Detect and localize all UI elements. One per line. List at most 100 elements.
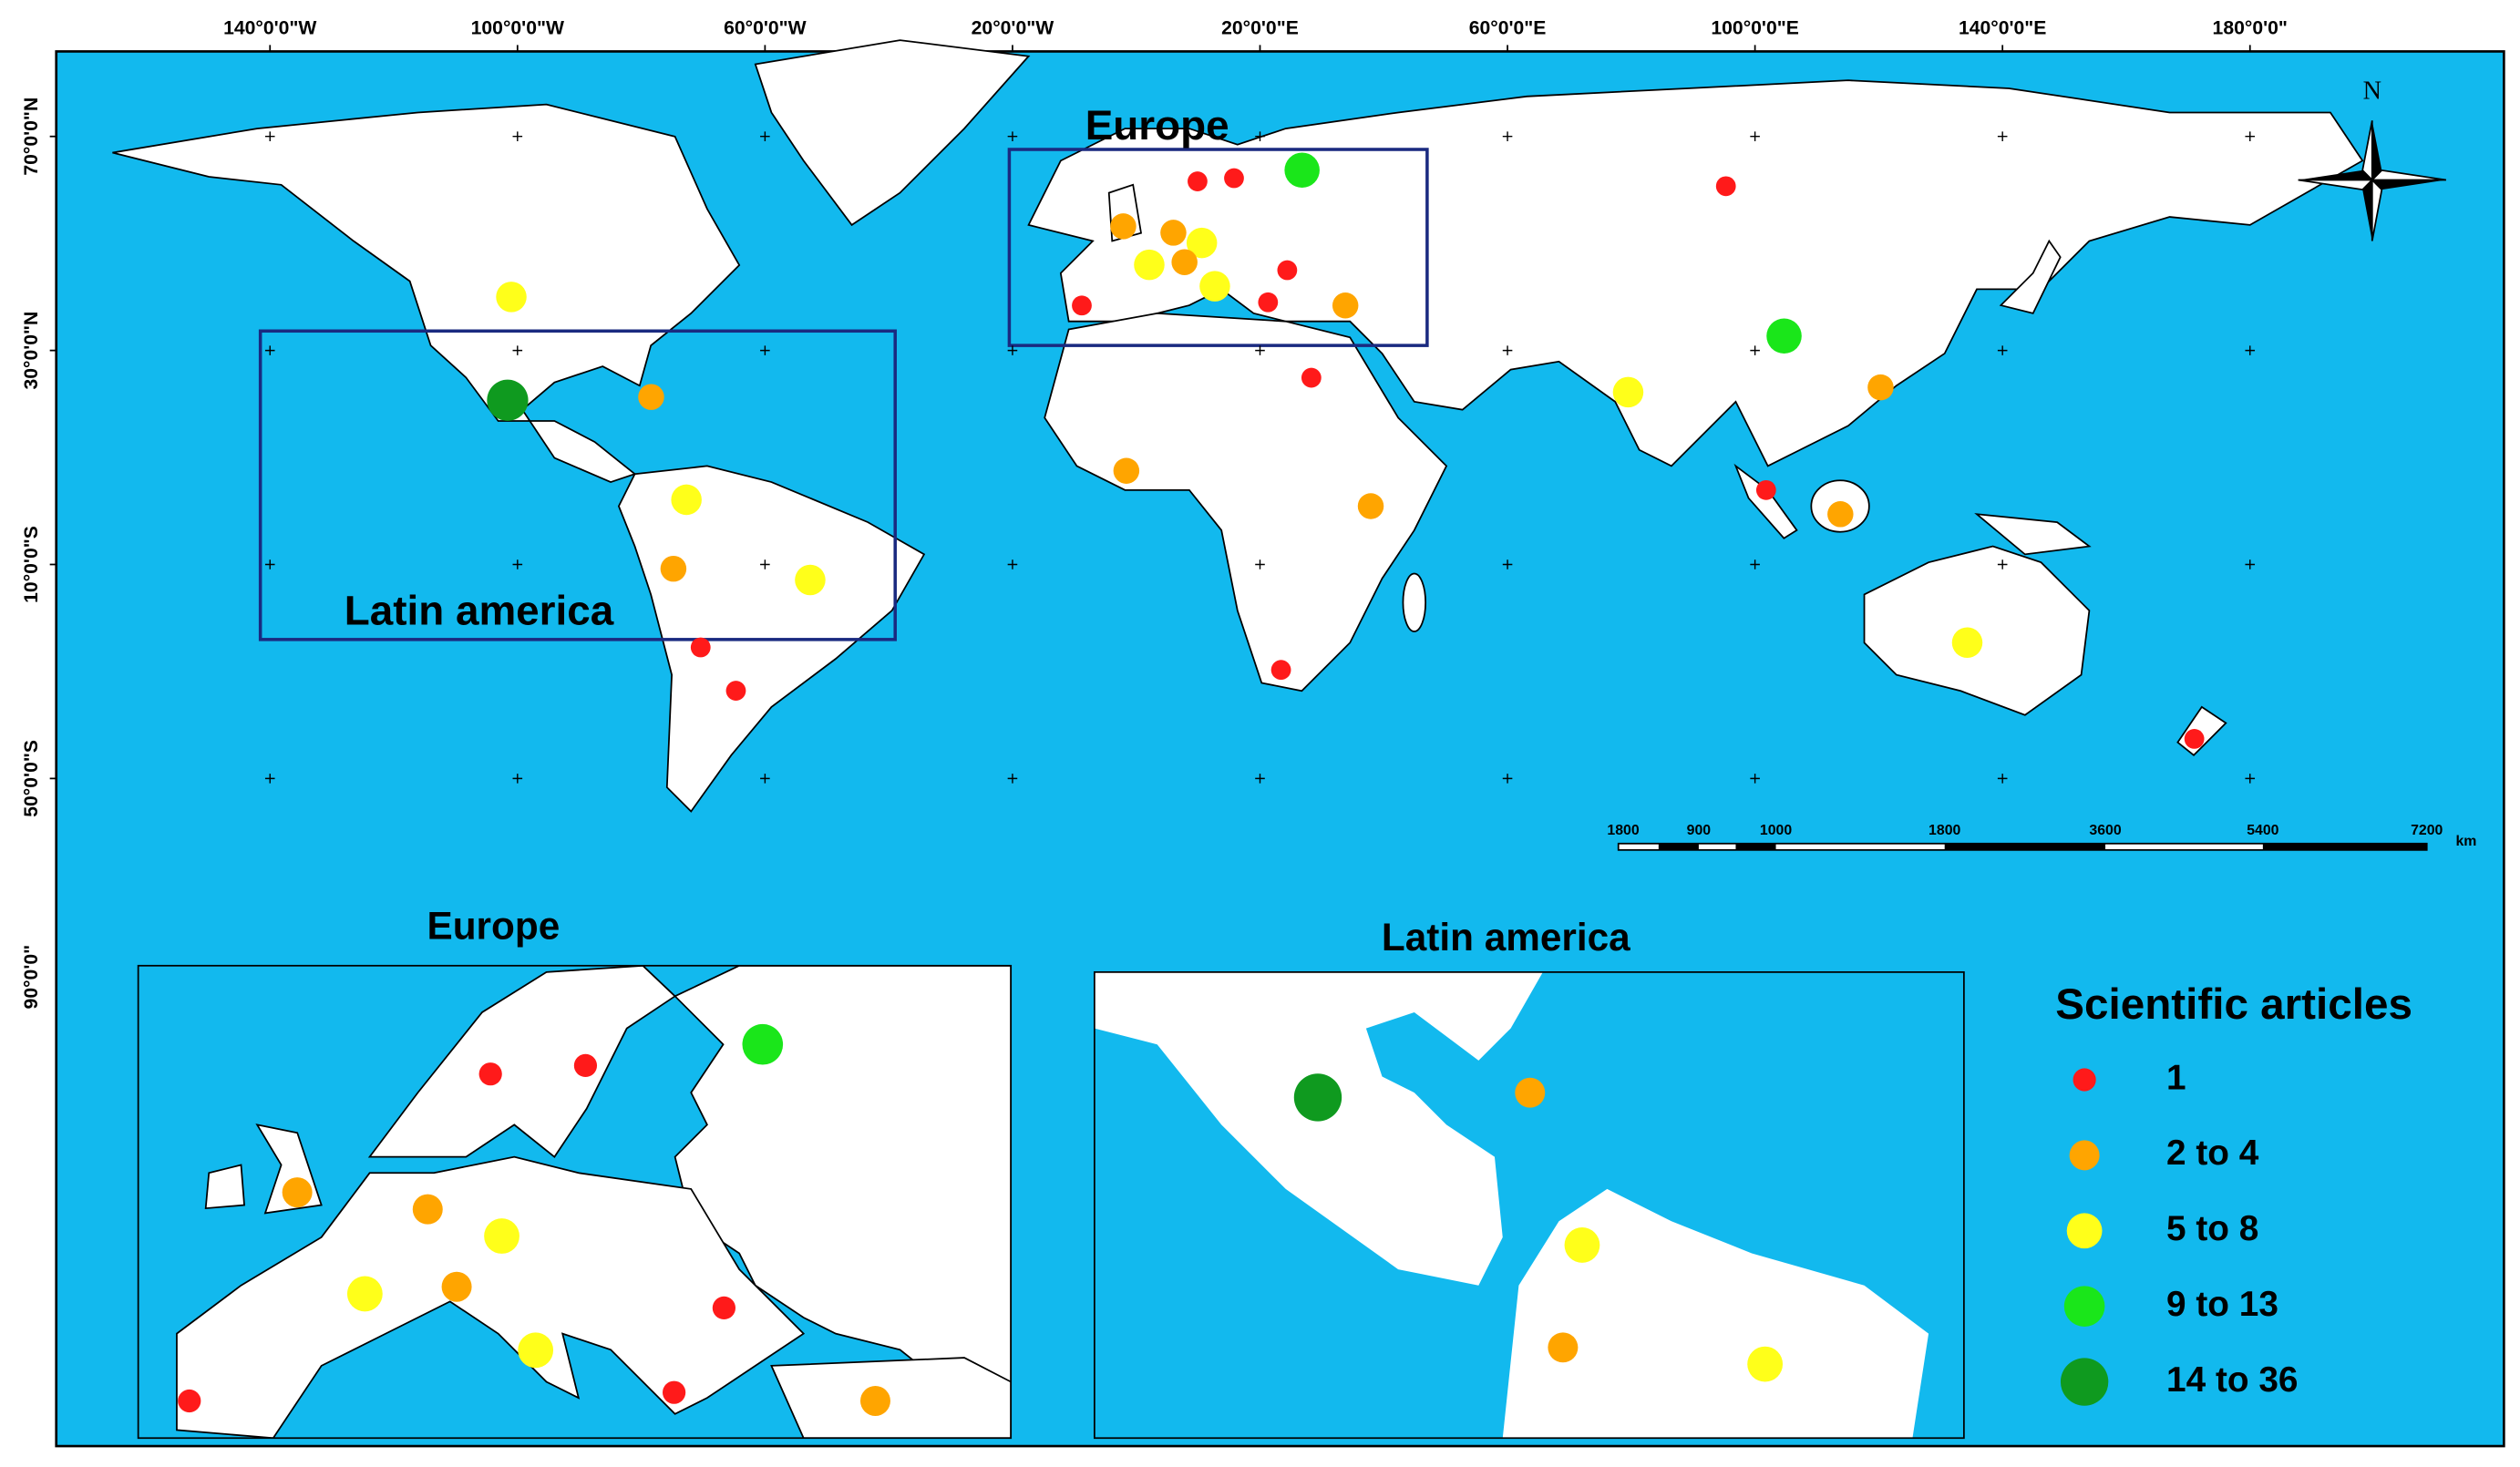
inset-sea [1094, 971, 1964, 1439]
graticule-cross [1502, 559, 1513, 569]
inset-title: Latin america [1382, 916, 1630, 959]
latin-america-box [258, 329, 897, 641]
australia [1863, 545, 2091, 716]
legend-label: 1 [2166, 1058, 2186, 1097]
inset-frame [137, 964, 1013, 1440]
inset-point [178, 1389, 201, 1413]
legend-swatch [2069, 1140, 2100, 1171]
point [1357, 493, 1384, 519]
inset-point [859, 1385, 890, 1416]
inset-point [478, 1062, 502, 1086]
inset-point [712, 1296, 735, 1320]
point [1258, 292, 1279, 313]
region-label: Latin america [345, 588, 614, 634]
point [1612, 376, 1644, 408]
greenland [754, 39, 1031, 227]
graticule-cross [264, 559, 275, 569]
graticule-cross [1997, 131, 2008, 142]
latin-america-inset [1094, 971, 1964, 1439]
graticule-cross [760, 131, 770, 142]
graticule-cross [264, 345, 275, 355]
point [1224, 168, 1244, 189]
graticule-cross [1502, 345, 1513, 355]
point [496, 282, 527, 313]
point [795, 564, 826, 596]
inset-point [282, 1177, 313, 1208]
graticule-cross [264, 131, 275, 142]
point [725, 681, 746, 701]
point [1827, 501, 1854, 528]
ireland [204, 1164, 245, 1210]
graticule-cross [1750, 131, 1760, 142]
legend-label: 9 to 13 [2166, 1285, 2278, 1324]
graticule-cross [1502, 131, 1513, 142]
inset-point [441, 1271, 472, 1302]
north-arrow [2298, 120, 2447, 241]
eurasia [1027, 79, 2364, 467]
graticule-cross [512, 774, 523, 784]
legend-swatch [2073, 1068, 2096, 1092]
inset-point [1564, 1227, 1600, 1263]
point [1766, 318, 1802, 354]
lon-label: 20°0'0"W [972, 17, 1054, 38]
lat-label: 90°0'0" [21, 945, 42, 1010]
scale-label: 1800 [1607, 823, 1639, 838]
north-label: N [2363, 77, 2381, 106]
continental-europe [176, 1155, 806, 1439]
scale-label: 3600 [2089, 823, 2121, 838]
point [1301, 367, 1322, 388]
point [2184, 729, 2205, 749]
graticule-cross [1997, 774, 2008, 784]
point [1951, 627, 1983, 658]
graticule-cross [1750, 559, 1760, 569]
lat-label: 70°0'0"N [21, 97, 42, 176]
graticule-cross [2245, 774, 2256, 784]
scale-label: 1000 [1760, 823, 1792, 838]
point [1186, 227, 1218, 259]
point [1277, 260, 1298, 281]
point [671, 484, 702, 516]
graticule-cross [760, 345, 770, 355]
graticule-cross [1997, 345, 2008, 355]
scale-unit: km [2455, 834, 2476, 849]
legend-swatch [2060, 1358, 2109, 1406]
lon-label: 140°0'0"E [1959, 17, 2046, 38]
graticule-cross [1255, 559, 1265, 569]
turkey [770, 1357, 1012, 1439]
inset-point [663, 1380, 686, 1404]
madagascar [1402, 572, 1427, 632]
scale-label: 7200 [2411, 823, 2443, 838]
inset-point [742, 1023, 784, 1065]
graticule-cross [512, 131, 523, 142]
point [1134, 249, 1165, 281]
point [1110, 213, 1137, 240]
graticule-cross [1255, 345, 1265, 355]
scale-label: 900 [1687, 823, 1712, 838]
inset-frame [1093, 970, 1965, 1440]
inset-point [1548, 1332, 1579, 1363]
legend-label: 14 to 36 [2166, 1360, 2298, 1400]
lon-label: 60°0'0"W [724, 17, 807, 38]
new-guinea [1974, 513, 2092, 556]
point [1284, 152, 1320, 188]
legend-label: 2 to 4 [2166, 1134, 2259, 1173]
graticule-cross [1007, 774, 1018, 784]
lat-label: 10°0'0"S [21, 526, 42, 603]
inset-title: Europe [427, 904, 560, 947]
inset-point [346, 1276, 383, 1312]
lon-label: 100°0'0"E [1711, 17, 1798, 38]
graticule-cross [1750, 345, 1760, 355]
point [1072, 295, 1092, 316]
legend-title: Scientific articles [2055, 980, 2412, 1029]
graticule-cross [512, 559, 523, 569]
graticule-cross [1007, 559, 1018, 569]
point [660, 555, 687, 582]
lon-label: 20°0'0"E [1221, 17, 1299, 38]
inset-point [573, 1053, 598, 1078]
point [1199, 271, 1230, 302]
scale-label: 1800 [1929, 823, 1960, 838]
point [1270, 660, 1291, 681]
japan [1999, 239, 2062, 314]
